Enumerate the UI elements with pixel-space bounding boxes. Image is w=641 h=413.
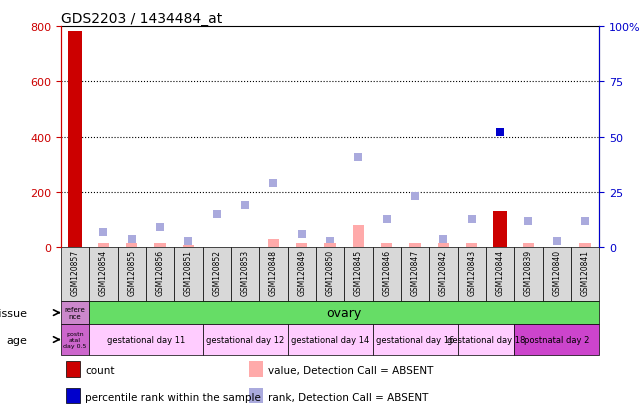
- Bar: [579, 244, 591, 248]
- Text: GSM120849: GSM120849: [297, 249, 306, 295]
- Bar: [344, 248, 372, 301]
- Bar: [543, 248, 571, 301]
- Bar: [66, 389, 79, 404]
- Bar: [231, 248, 259, 301]
- Bar: [66, 362, 79, 377]
- Text: GSM120839: GSM120839: [524, 249, 533, 295]
- Text: GSM120844: GSM120844: [495, 249, 504, 295]
- Text: GSM120845: GSM120845: [354, 249, 363, 295]
- Bar: [126, 244, 137, 248]
- Text: GSM120856: GSM120856: [156, 249, 165, 295]
- Bar: [268, 240, 279, 248]
- Text: GSM120846: GSM120846: [382, 249, 391, 295]
- Text: GSM120851: GSM120851: [184, 249, 193, 295]
- Text: GSM120850: GSM120850: [326, 249, 335, 295]
- Bar: [89, 248, 117, 301]
- Bar: [324, 244, 336, 248]
- Bar: [438, 244, 449, 248]
- Bar: [249, 362, 263, 377]
- Bar: [514, 324, 599, 355]
- Text: tissue: tissue: [0, 308, 28, 318]
- Bar: [154, 244, 166, 248]
- Text: GSM120847: GSM120847: [411, 249, 420, 295]
- Bar: [316, 248, 344, 301]
- Bar: [429, 248, 458, 301]
- Text: GSM120852: GSM120852: [212, 249, 221, 295]
- Bar: [61, 301, 89, 324]
- Bar: [410, 244, 420, 248]
- Bar: [249, 389, 263, 404]
- Bar: [203, 248, 231, 301]
- Bar: [117, 248, 146, 301]
- Text: rank, Detection Call = ABSENT: rank, Detection Call = ABSENT: [268, 392, 429, 402]
- Text: gestational day 11: gestational day 11: [107, 335, 185, 344]
- Bar: [183, 245, 194, 248]
- Text: GSM120854: GSM120854: [99, 249, 108, 295]
- Bar: [174, 248, 203, 301]
- Bar: [68, 32, 82, 248]
- Bar: [353, 225, 364, 248]
- Bar: [523, 244, 534, 248]
- Bar: [381, 244, 392, 248]
- Text: percentile rank within the sample: percentile rank within the sample: [85, 392, 261, 402]
- Bar: [486, 248, 514, 301]
- Text: refere
nce: refere nce: [65, 306, 85, 319]
- Bar: [401, 248, 429, 301]
- Bar: [514, 248, 543, 301]
- Text: postn
atal
day 0.5: postn atal day 0.5: [63, 331, 87, 348]
- Bar: [288, 324, 372, 355]
- Text: value, Detection Call = ABSENT: value, Detection Call = ABSENT: [268, 365, 433, 375]
- Text: GSM120855: GSM120855: [128, 249, 137, 295]
- Text: ovary: ovary: [327, 306, 362, 319]
- Text: postnatal day 2: postnatal day 2: [524, 335, 590, 344]
- Text: gestational day 12: gestational day 12: [206, 335, 284, 344]
- Text: GSM120840: GSM120840: [553, 249, 562, 295]
- Bar: [372, 324, 458, 355]
- Text: GSM120848: GSM120848: [269, 249, 278, 295]
- Text: GSM120841: GSM120841: [581, 249, 590, 295]
- Bar: [61, 324, 89, 355]
- Text: GDS2203 / 1434484_at: GDS2203 / 1434484_at: [61, 12, 222, 26]
- Bar: [146, 248, 174, 301]
- Text: GSM120853: GSM120853: [240, 249, 249, 295]
- Text: count: count: [85, 365, 115, 375]
- Bar: [89, 301, 599, 324]
- Bar: [288, 248, 316, 301]
- Bar: [493, 212, 507, 248]
- Bar: [61, 248, 89, 301]
- Text: gestational day 16: gestational day 16: [376, 335, 454, 344]
- Bar: [97, 244, 109, 248]
- Text: gestational day 14: gestational day 14: [291, 335, 369, 344]
- Text: age: age: [6, 335, 28, 345]
- Text: gestational day 18: gestational day 18: [447, 335, 525, 344]
- Bar: [203, 324, 288, 355]
- Bar: [372, 248, 401, 301]
- Text: GSM120842: GSM120842: [439, 249, 448, 295]
- Bar: [458, 324, 514, 355]
- Bar: [458, 248, 486, 301]
- Bar: [89, 324, 203, 355]
- Text: GSM120843: GSM120843: [467, 249, 476, 295]
- Bar: [259, 248, 288, 301]
- Bar: [466, 244, 478, 248]
- Bar: [571, 248, 599, 301]
- Bar: [296, 244, 308, 248]
- Text: GSM120857: GSM120857: [71, 249, 79, 295]
